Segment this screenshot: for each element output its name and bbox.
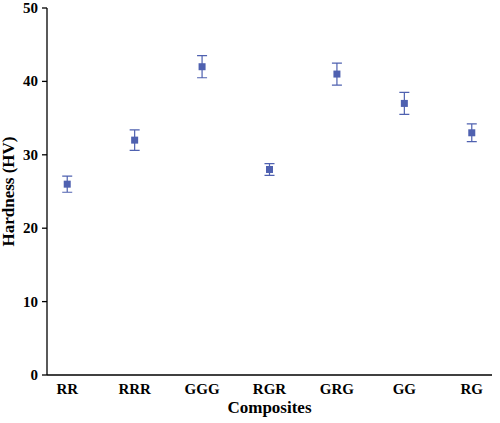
x-tick-label: RR (56, 381, 78, 397)
x-tick-label: GGG (185, 381, 220, 397)
error-bar (130, 130, 140, 151)
y-tick-label: 10 (23, 294, 38, 310)
x-tick-label: RG (461, 381, 484, 397)
y-tick-label: 30 (23, 147, 38, 163)
y-tick (42, 228, 47, 229)
y-tick (42, 154, 47, 155)
y-tick-label: 0 (31, 367, 39, 383)
y-tick-label: 50 (23, 0, 38, 16)
error-bar (399, 92, 409, 114)
y-tick-label: 40 (23, 73, 38, 89)
point (199, 63, 206, 70)
point (401, 100, 408, 107)
error-bar (265, 164, 275, 176)
y-axis-label: Hardness (HV) (0, 136, 18, 246)
point (266, 166, 273, 173)
x-tick-label: GRG (320, 381, 355, 397)
chart: 01020304050RRRRRGGGRGRGRGGGRGCompositesH… (0, 0, 500, 423)
y-tick-label: 20 (23, 220, 38, 236)
error-bar (62, 176, 72, 192)
y-tick (42, 301, 47, 302)
error-bar (467, 124, 477, 142)
error-bar (332, 63, 342, 85)
y-tick (42, 374, 47, 375)
x-tick-label: GG (393, 381, 417, 397)
x-axis (47, 374, 492, 375)
point (333, 71, 340, 78)
x-tick-label: RRR (118, 381, 151, 397)
point (64, 181, 71, 188)
point (468, 129, 475, 136)
y-axis (46, 8, 47, 375)
x-axis-label: Composites (227, 398, 311, 417)
x-tick-label: RGR (253, 381, 287, 397)
error-bar (197, 56, 207, 78)
plot-marks (62, 56, 477, 193)
y-tick (42, 81, 47, 82)
y-tick (42, 7, 47, 8)
point (131, 137, 138, 144)
